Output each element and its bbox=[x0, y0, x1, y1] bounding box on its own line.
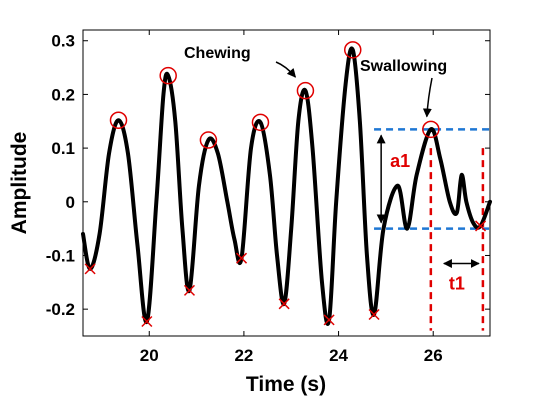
y-tick-label: 0.3 bbox=[51, 32, 75, 51]
chewing-peak-marker bbox=[251, 113, 270, 132]
chewing-label: Chewing bbox=[184, 45, 251, 62]
chewing-peak-marker bbox=[159, 66, 177, 85]
chewing-arrow bbox=[275, 61, 297, 78]
swallowing-label: Swallowing bbox=[360, 58, 447, 75]
t1-label: t1 bbox=[449, 274, 465, 294]
trough-cross-stroke bbox=[278, 298, 290, 310]
chewing-peak-marker bbox=[109, 111, 128, 129]
chewing-peak-marker bbox=[344, 41, 362, 59]
y-tick-label: 0.2 bbox=[51, 85, 75, 104]
x-tick-label: 24 bbox=[329, 346, 348, 365]
trough-marker bbox=[84, 263, 96, 275]
peak-markers bbox=[84, 41, 487, 328]
trough-cross-stroke bbox=[475, 220, 487, 232]
trough-cross-stroke bbox=[84, 263, 96, 275]
swallowing-arrow bbox=[422, 77, 433, 118]
trough-cross-stroke bbox=[141, 315, 153, 328]
y-tick-label: -0.1 bbox=[46, 246, 75, 265]
a1-label: a1 bbox=[390, 151, 410, 171]
chewing-peak-marker bbox=[296, 81, 315, 100]
trough-marker bbox=[183, 284, 196, 296]
annotations: Chewing Swallowing a1 t1 bbox=[184, 45, 480, 294]
trough-marker bbox=[141, 315, 153, 328]
trough-cross-stroke bbox=[368, 308, 380, 321]
axis-ticks: 20 22 24 26 0.3 0.2 0.1 0 -0.1 -0.2 bbox=[46, 30, 490, 365]
trough-marker bbox=[323, 314, 335, 326]
x-tick-label: 22 bbox=[234, 346, 253, 365]
trough-cross-stroke bbox=[236, 252, 248, 264]
trough-marker bbox=[278, 298, 290, 310]
trough-marker bbox=[368, 308, 380, 321]
trough-cross-stroke bbox=[323, 314, 335, 326]
trough-marker bbox=[236, 252, 248, 264]
y-tick-label: 0 bbox=[66, 193, 75, 212]
y-axis-label: Amplitude bbox=[8, 132, 31, 235]
swallowing-peak-marker bbox=[422, 120, 440, 139]
y-tick-label: -0.2 bbox=[46, 300, 75, 319]
trough-marker bbox=[475, 220, 487, 232]
chewing-peak-marker bbox=[199, 131, 218, 149]
x-tick-label: 26 bbox=[424, 346, 443, 365]
x-tick-label: 20 bbox=[140, 346, 159, 365]
x-axis-label: Time (s) bbox=[246, 373, 326, 396]
measurement-lines bbox=[374, 128, 490, 331]
signal-line bbox=[81, 46, 492, 326]
trough-cross-stroke bbox=[183, 284, 196, 296]
y-tick-label: 0.1 bbox=[51, 139, 75, 158]
